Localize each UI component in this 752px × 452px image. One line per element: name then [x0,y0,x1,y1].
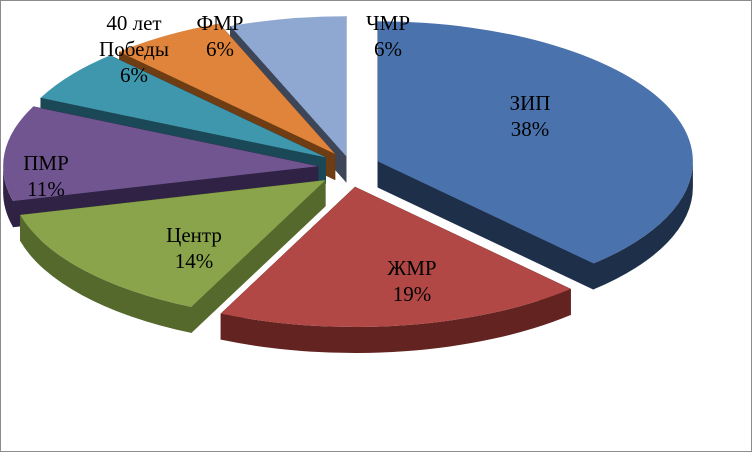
slice-name: Победы [99,37,169,61]
slice-percent: 19% [393,282,432,306]
slice-rim-зип-0 [593,161,693,290]
slice-percent: 11% [27,177,65,201]
slice-rim-жмр-0 [220,289,571,353]
pie-slice-жмр [220,186,571,327]
slice-percent: 6% [374,37,402,61]
slice-percent: 38% [511,117,550,141]
slice-rim-центр-0 [20,215,192,333]
slice-percent: 14% [175,249,214,273]
slice-name: ПМР [23,151,69,175]
slice-label-чмр: ЧМР 6% [366,11,410,61]
pie-slices-layer [3,16,693,327]
slice-label-40-лет-победы: 40 лет Победы 6% [99,11,169,87]
slice-label-фмр: ФМР 6% [197,11,244,61]
slice-name: ФМР [197,11,244,35]
pie-labels-layer: ЗИП 38%ЖМР 19%Центр 14%ПМР 11%40 лет Победы 6%… [23,11,550,306]
slice-label-пмр: ПМР 11% [23,151,69,201]
pie-slice-40-лет-победы [40,55,326,158]
slice-percent: 6% [206,37,234,61]
slice-label-центр: Центр 14% [166,223,222,273]
slice-label-зип: ЗИП 38% [510,91,551,141]
slice-rim-пмр-0 [3,166,14,228]
pie-slice-центр [20,180,326,307]
pie-slice-пмр [3,106,319,202]
pie-slice-зип [377,21,693,264]
pie-slice-фмр [119,23,335,154]
slice-name: ЧМР [366,11,410,35]
slice-label-жмр: ЖМР 19% [387,256,436,306]
slice-name: ЗИП [510,91,551,115]
slice-percent: 6% [120,63,148,87]
slice-name: Центр [166,223,222,247]
slice-name: ЖМР [387,256,436,280]
pie-slice-чмр [230,16,347,157]
slice-name: 40 лет [106,11,161,35]
